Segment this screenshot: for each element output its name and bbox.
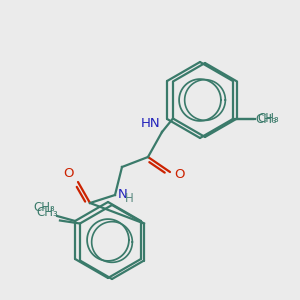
Text: N: N [118,188,128,202]
Text: HN: HN [140,117,160,130]
Text: CH₃: CH₃ [36,206,58,220]
Text: O: O [174,167,184,181]
Text: CH₃: CH₃ [33,201,55,214]
Text: O: O [64,167,74,180]
Text: H: H [125,191,134,205]
Text: CH₃: CH₃ [255,112,277,125]
Text: CH₃: CH₃ [257,112,279,125]
